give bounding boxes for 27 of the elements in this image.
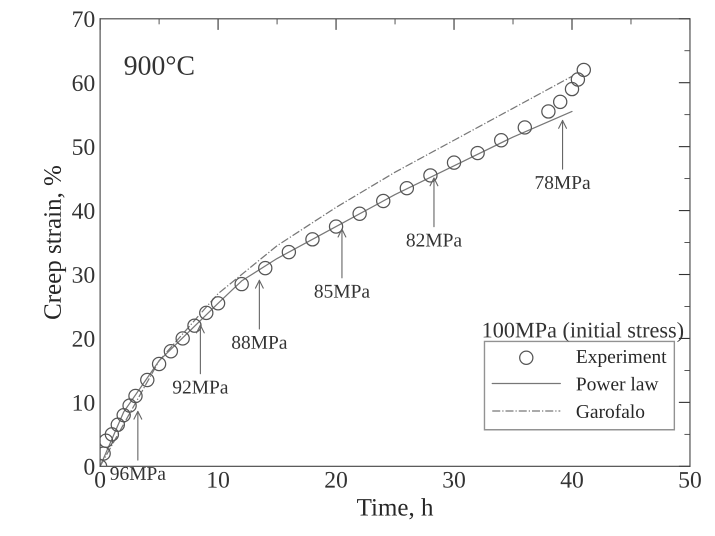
y-tick-label: 20 (72, 330, 94, 347)
annotation: 900°C (124, 56, 194, 75)
x-tick-label: 10 (208, 472, 229, 488)
x-tick-label: 0 (95, 472, 106, 488)
annotation: 92MPa (172, 380, 228, 394)
annotation: 85MPa (314, 284, 370, 298)
x-axis-title: Time, h (357, 498, 434, 520)
annotation: 82MPa (406, 234, 462, 247)
y-axis-title: Creep strain, % (44, 166, 66, 319)
y-tick-label: 10 (74, 394, 94, 411)
x-tick-label: 40 (560, 472, 583, 488)
y-tick-label: 70 (73, 11, 94, 28)
y-tick-label: 0 (84, 458, 94, 475)
legend-label: Experiment (576, 350, 666, 368)
x-tick-label: 30 (443, 472, 465, 488)
annotation: 100MPa (initial stress) (484, 322, 684, 342)
x-tick-label: 50 (680, 472, 701, 488)
y-tick-label: 30 (72, 267, 94, 283)
legend-label: Garofalo (576, 404, 644, 418)
annotation: 88MPa (232, 336, 288, 349)
y-tick-label: 40 (72, 203, 94, 219)
y-tick-label: 60 (72, 75, 94, 92)
annotation: 78MPa (536, 176, 590, 190)
legend-label: Power law (576, 376, 658, 391)
annotation: 96MPa (110, 466, 166, 480)
x-tick-label: 20 (325, 472, 347, 488)
y-tick-label: 50 (73, 139, 94, 156)
